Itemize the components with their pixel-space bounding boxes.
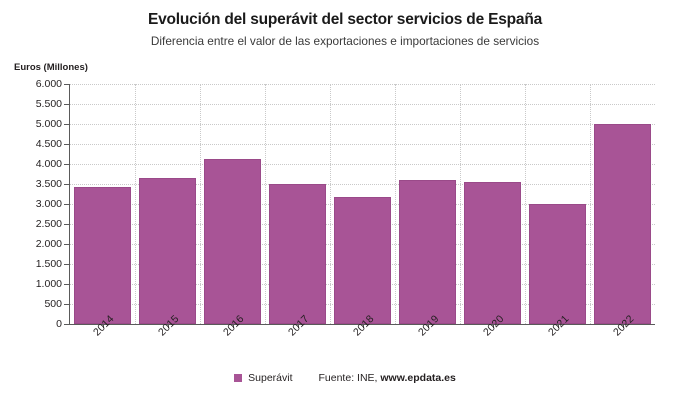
chart-subtitle: Diferencia entre el valor de las exporta… <box>150 34 540 48</box>
y-axis-tick-label: 2.500 <box>35 218 62 230</box>
gridline <box>265 84 266 324</box>
legend-label: Superávit <box>248 372 293 384</box>
y-axis-tick-label: 500 <box>44 298 62 310</box>
legend-item-superavit: Superávit <box>234 372 293 384</box>
x-axis-tick <box>557 324 559 328</box>
x-axis-line <box>69 324 655 325</box>
y-axis-tick-label: 3.500 <box>35 178 62 190</box>
y-axis-tick-label: 3.000 <box>35 198 62 210</box>
legend-color-swatch-icon <box>234 374 243 382</box>
source-prefix: Fuente: INE, <box>318 372 381 384</box>
x-axis-tick <box>102 324 104 328</box>
y-axis-tick-label: 1.000 <box>35 278 62 290</box>
y-axis-tick <box>64 124 69 125</box>
x-axis-tick <box>297 324 299 328</box>
chart-header: Evolución del superávit del sector servi… <box>0 10 690 49</box>
y-axis-tick <box>64 304 69 305</box>
gridline <box>525 84 526 324</box>
bar-2018[interactable] <box>334 197 391 324</box>
source-site: www.epdata.es <box>380 372 456 384</box>
source-attribution: Fuente: INE, www.epdata.es <box>319 372 456 384</box>
bar-2015[interactable] <box>139 178 196 324</box>
bar-2021[interactable] <box>529 204 586 324</box>
gridline <box>200 84 201 324</box>
gridline <box>70 144 655 145</box>
gridline <box>70 104 655 105</box>
x-axis-tick <box>492 324 494 328</box>
gridline <box>70 84 655 85</box>
x-axis-tick <box>167 324 169 328</box>
y-axis-unit-label: Euros (Millones) <box>14 62 88 73</box>
y-axis-tick <box>64 164 69 165</box>
chart-title: Evolución del superávit del sector servi… <box>147 11 543 28</box>
y-axis-tick <box>64 284 69 285</box>
gridline <box>135 84 136 324</box>
gridline <box>70 184 655 185</box>
x-axis-tick <box>362 324 364 328</box>
y-axis-tick-label: 4.500 <box>35 138 62 150</box>
gridline <box>460 84 461 324</box>
bar-2019[interactable] <box>399 180 456 324</box>
y-axis-tick <box>64 244 69 245</box>
gridline <box>70 164 655 165</box>
gridline <box>590 84 591 324</box>
x-axis-tick <box>622 324 624 328</box>
y-axis-tick <box>64 324 69 325</box>
y-axis-tick-label: 6.000 <box>35 78 62 90</box>
chart-footer: Superávit Fuente: INE, www.epdata.es <box>0 372 690 384</box>
gridline <box>395 84 396 324</box>
plot-area <box>70 84 655 324</box>
bar-2020[interactable] <box>464 182 521 324</box>
y-axis-line <box>69 84 70 325</box>
bar-2022[interactable] <box>594 124 651 324</box>
y-axis-tick-label: 4.000 <box>35 158 62 170</box>
bar-2017[interactable] <box>269 184 326 324</box>
y-axis-tick-label: 5.000 <box>35 118 62 130</box>
x-axis-tick <box>427 324 429 328</box>
y-axis-tick-labels: 6.000 5.500 5.000 4.500 4.000 3.500 3.000 2.500… <box>0 0 62 406</box>
y-axis-tick <box>64 264 69 265</box>
y-axis-tick <box>64 144 69 145</box>
y-axis-tick <box>64 84 69 85</box>
y-axis-tick <box>64 184 69 185</box>
y-axis-tick-label: 2.000 <box>35 238 62 250</box>
gridline <box>70 124 655 125</box>
y-axis-tick-label: 5.500 <box>35 98 62 110</box>
y-axis-tick-label: 1.500 <box>35 258 62 270</box>
y-axis-tick <box>64 224 69 225</box>
y-axis-tick <box>64 104 69 105</box>
bar-2014[interactable] <box>74 187 131 324</box>
y-axis-tick-label: 0 <box>56 318 62 330</box>
gridline <box>330 84 331 324</box>
y-axis-tick <box>64 204 69 205</box>
x-axis-tick <box>232 324 234 328</box>
bar-2016[interactable] <box>204 159 261 324</box>
